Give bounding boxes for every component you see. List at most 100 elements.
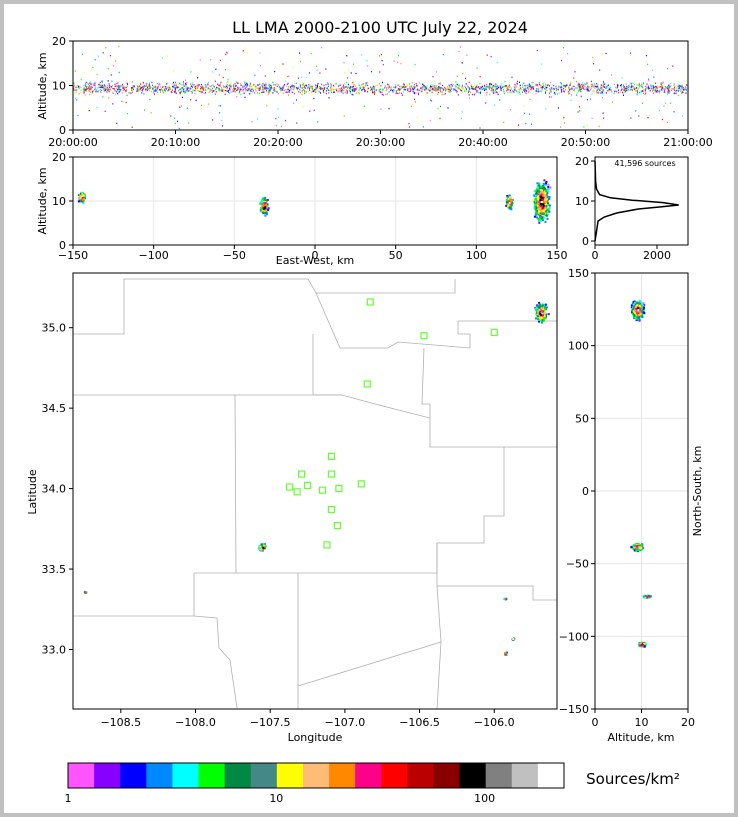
plan-view-cluster bbox=[511, 637, 516, 642]
altitude-histogram-line bbox=[594, 160, 679, 242]
colorbar-swatch bbox=[355, 763, 382, 788]
ns-height-xlabel: Altitude, km bbox=[607, 731, 674, 744]
plan-view-ytick-label: 33.5 bbox=[42, 563, 67, 576]
time-height-xtick-label: 20:40:00 bbox=[458, 136, 507, 149]
plan-view-cluster bbox=[504, 651, 508, 656]
colorbar-swatch bbox=[407, 763, 434, 788]
lma-station-marker bbox=[366, 298, 374, 306]
ns-height-xtick-label: 20 bbox=[681, 716, 695, 729]
colorbar-swatch bbox=[329, 763, 356, 788]
ns-height-xtick-label: 10 bbox=[635, 716, 649, 729]
ew-height-ytick-label: 20 bbox=[52, 151, 66, 164]
colorbar-tick-label: 1 bbox=[65, 792, 72, 805]
colorbar-swatch bbox=[459, 763, 486, 788]
histogram-xtick-label: 0 bbox=[592, 249, 599, 262]
histogram-ytick-label: 0 bbox=[582, 235, 589, 248]
lma-station-marker bbox=[327, 470, 335, 478]
ew-height-cluster bbox=[533, 179, 552, 224]
county-borders bbox=[73, 278, 557, 709]
ew-height-panel: −150 −100 −50 0 50 100 150 0 10 20 Altitude, km E… bbox=[36, 151, 568, 267]
lma-station-marker bbox=[490, 328, 498, 337]
time-height-xtick-label: 20:30:00 bbox=[356, 136, 405, 149]
colorbar-swatch bbox=[511, 763, 539, 788]
lma-station-marker bbox=[327, 505, 335, 514]
colorbar-tick-label: 100 bbox=[474, 792, 495, 805]
lma-station-marker bbox=[327, 452, 335, 460]
colorbar-swatch bbox=[302, 763, 330, 788]
plan-view-xtick-label: −107.0 bbox=[325, 716, 366, 729]
colorbar-swatch bbox=[94, 763, 121, 788]
colorbar-swatch bbox=[250, 763, 278, 788]
time-height-xtick-label: 20:10:00 bbox=[151, 136, 200, 149]
ns-height-panel: 0 10 20 −150 −100 −50 0 50 100 150 North-South, k… bbox=[559, 267, 704, 744]
lma-station-marker bbox=[323, 541, 331, 549]
lma-station-marker bbox=[293, 488, 301, 496]
time-height-xtick-label: 20:00:00 bbox=[48, 136, 97, 149]
colorbar-swatch bbox=[276, 763, 304, 788]
plan-view-xlabel: Longitude bbox=[288, 731, 343, 744]
plan-view-xtick-label: −108.0 bbox=[175, 716, 216, 729]
colorbar-swatch bbox=[68, 763, 95, 788]
plan-view-xtick-label: −108.5 bbox=[100, 716, 141, 729]
colorbar-swatch bbox=[433, 763, 460, 788]
plan-view-cluster bbox=[503, 597, 508, 601]
ew-height-cluster bbox=[259, 196, 270, 217]
ns-height-cluster bbox=[630, 299, 646, 322]
plan-view-xtick-label: −106.5 bbox=[399, 716, 440, 729]
time-height-ytick-label: 0 bbox=[59, 124, 66, 137]
lma-station-marker bbox=[303, 481, 312, 489]
colorbar-swatch bbox=[172, 763, 199, 788]
ns-height-xtick-label: 0 bbox=[592, 716, 599, 729]
ew-height-xtick-label: −100 bbox=[139, 249, 169, 262]
ew-height-cluster bbox=[505, 194, 514, 211]
plan-view-cluster bbox=[257, 542, 267, 552]
colorbar-swatch bbox=[224, 763, 252, 788]
chart-title: LL LMA 2000-2100 UTC July 22, 2024 bbox=[232, 18, 528, 37]
lma-station-marker bbox=[335, 485, 343, 493]
colorbar-label: Sources/km² bbox=[586, 770, 680, 788]
plan-view-xtick-label: −107.5 bbox=[250, 716, 291, 729]
lma-station-marker bbox=[363, 380, 371, 388]
plan-view-ylabel: Latitude bbox=[26, 469, 39, 515]
ns-height-cluster bbox=[638, 641, 647, 648]
ew-height-xtick-label: 50 bbox=[389, 249, 403, 262]
histogram-ytick-label: 20 bbox=[575, 155, 589, 168]
colorbar-swatch bbox=[381, 763, 408, 788]
colorbar-tick-label: 10 bbox=[269, 792, 283, 805]
ns-height-ytick-label: 50 bbox=[575, 412, 589, 425]
colorbar-swatch bbox=[198, 763, 225, 788]
time-height-panel: 0 10 20 20:00:00 20:10:00 20:20:00 20:30:00 20:… bbox=[36, 35, 713, 149]
histogram-ytick-label: 10 bbox=[575, 195, 589, 208]
lma-station-marker bbox=[357, 480, 365, 488]
altitude-histogram-panel: 0 10 20 0 2000 41,596 sources bbox=[575, 155, 689, 262]
ns-height-cluster bbox=[642, 594, 652, 599]
colorbar-swatch bbox=[146, 763, 173, 788]
ew-height-ytick-label: 10 bbox=[52, 195, 66, 208]
colorbar-swatch bbox=[485, 763, 513, 788]
ns-height-cluster bbox=[630, 542, 644, 553]
time-height-xtick-label: 21:00:00 bbox=[663, 136, 712, 149]
time-height-xtick-label: 20:50:00 bbox=[561, 136, 610, 149]
ew-height-xtick-label: 0 bbox=[312, 249, 319, 262]
source-count-annotation: 41,596 sources bbox=[614, 159, 675, 168]
histogram-xtick-label: 2000 bbox=[643, 249, 671, 262]
time-height-ytick-label: 20 bbox=[52, 35, 66, 48]
ns-height-ytick-label: −100 bbox=[559, 630, 589, 643]
lma-station-marker bbox=[298, 470, 306, 478]
ew-height-xtick-label: 100 bbox=[466, 249, 487, 262]
time-height-xtick-label: 20:20:00 bbox=[253, 136, 302, 149]
ew-height-ytick-label: 0 bbox=[59, 239, 66, 252]
ew-height-xlabel: East-West, km bbox=[276, 254, 354, 267]
time-height-ylabel: Altitude, km bbox=[36, 52, 49, 119]
ns-height-ylabel: North-South, km bbox=[691, 446, 704, 537]
colorbar-swatch bbox=[120, 763, 147, 788]
ns-height-ytick-label: 150 bbox=[568, 267, 589, 280]
ew-height-ylabel: Altitude, km bbox=[36, 167, 49, 234]
plan-view-cluster bbox=[534, 302, 550, 324]
ns-height-ytick-label: 0 bbox=[582, 485, 589, 498]
colorbar-swatch bbox=[537, 763, 565, 788]
ns-height-ytick-label: −50 bbox=[566, 558, 589, 571]
plan-view-cluster bbox=[83, 590, 88, 594]
ns-height-ytick-label: 100 bbox=[568, 340, 589, 353]
lma-station-marker bbox=[420, 332, 428, 340]
